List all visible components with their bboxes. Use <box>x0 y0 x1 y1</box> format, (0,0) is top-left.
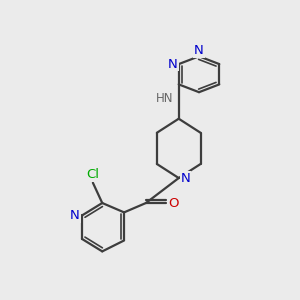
Text: N: N <box>168 58 178 70</box>
Text: N: N <box>70 209 80 222</box>
Text: Cl: Cl <box>86 168 99 182</box>
Text: N: N <box>181 172 190 184</box>
Text: O: O <box>168 196 178 209</box>
Text: HN: HN <box>156 92 173 105</box>
Text: N: N <box>194 44 204 57</box>
